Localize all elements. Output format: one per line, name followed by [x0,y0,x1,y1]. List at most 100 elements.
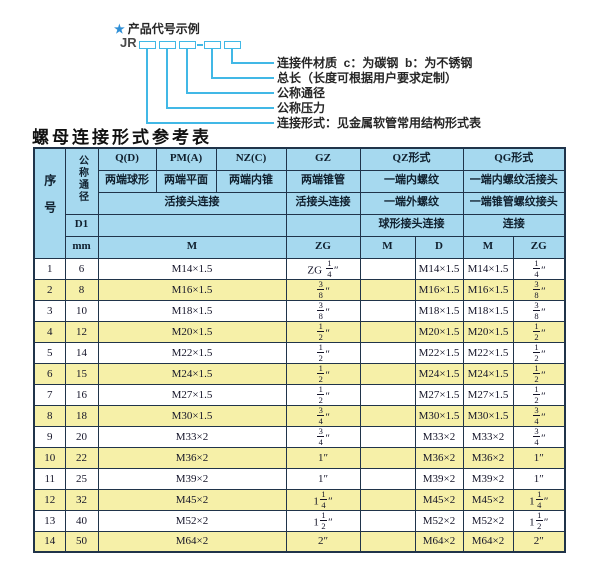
table-row: 12 32 M45×2 1 1 4 ″ M45×2 M45×2 1 1 4 ″ [33,488,566,511]
table-title: 螺母连接形式参考表 [32,128,212,147]
table-row: 9 20 M33×2 3 4 ″ M33×2 M33×2 3 4 ″ [33,425,566,448]
cell-dn: 20 [64,425,99,448]
header-qd: Q(D) [97,147,157,171]
connector-line [146,122,274,124]
cell-seq: 11 [33,467,66,490]
cell-qz-m [359,383,416,406]
cell-qz-d: M30×1.5 [414,404,464,427]
cell-qz-d: M36×2 [414,446,464,469]
table-row: 2 8 M16×1.5 3 8 ″ M16×1.5 M16×1.5 3 8 ″ [33,278,566,301]
cell-qg-m: M20×1.5 [462,320,514,343]
header-blank-gz [285,213,361,237]
cell-m: M22×1.5 [97,341,287,364]
header-d1: D1 [64,213,99,237]
cell-qz-d: M45×2 [414,488,464,511]
cell-qg-m: M18×1.5 [462,299,514,322]
header-qz-desc2: 一端外螺纹 [359,191,464,215]
cell-qz-m [359,320,416,343]
cell-qz-d: M24×1.5 [414,362,464,385]
cell-seq: 13 [33,509,66,532]
table-body: 1 6 M14×1.5 ZG 1 4 ″ M14×1.5 M14×1.5 1 4 ″ 2 8 M16×1.… [33,257,566,553]
cell-qz-m [359,299,416,322]
cell-qz-d: M22×1.5 [414,341,464,364]
cell-qg-zg: 3 4 ″ [512,425,566,448]
code-field-label: 公称压力 [277,101,326,115]
cell-qz-d: M20×1.5 [414,320,464,343]
cell-seq: 8 [33,404,66,427]
cell-m: M45×2 [97,488,287,511]
cell-m: M27×1.5 [97,383,287,406]
cell-qz-m [359,362,416,385]
cell-zg: 1 2 ″ [285,362,361,385]
code-field-label: 连接形式：见金属软管常用结构形式表 [277,116,482,130]
header-gz: GZ [285,147,361,171]
header-m-span: M [97,235,287,259]
table-header: 序号 公称通径 Q(D) PM(A) NZ(C) GZ QZ形式 QG形式 两端… [33,147,566,259]
cell-qz-m [359,425,416,448]
cell-m: M33×2 [97,425,287,448]
cell-qg-m: M45×2 [462,488,514,511]
cell-zg: 1″ [285,446,361,469]
cell-seq: 12 [33,488,66,511]
cell-zg: 1″ [285,467,361,490]
cell-dn: 40 [64,509,99,532]
cell-qg-zg: 3 8 ″ [512,278,566,301]
cell-qz-m [359,257,416,280]
header-dn: 公称通径 [64,147,99,215]
cell-m: M36×2 [97,446,287,469]
cell-seq: 14 [33,530,66,553]
cell-zg: 1 2 ″ [285,383,361,406]
table-row: 4 12 M20×1.5 1 2 ″ M20×1.5 M20×1.5 1 2 ″ [33,320,566,343]
cell-qz-m [359,488,416,511]
cell-qg-zg: 1 1 2 ″ [512,509,566,532]
connector-line [166,107,274,109]
cell-qz-m [359,509,416,532]
cell-dn: 25 [64,467,99,490]
cell-seq: 6 [33,362,66,385]
cell-zg: 3 4 ″ [285,404,361,427]
cell-m: M20×1.5 [97,320,287,343]
cell-qg-m: M27×1.5 [462,383,514,406]
cell-qg-m: M24×1.5 [462,362,514,385]
header-blank-left [97,213,287,237]
cell-zg: 3 8 ″ [285,299,361,322]
connector-line [231,62,274,64]
header-qz: QZ形式 [359,147,464,171]
cell-qg-m: M33×2 [462,425,514,448]
cell-m: M24×1.5 [97,362,287,385]
cell-qg-zg: 2″ [512,530,566,553]
header-gz-conn: 活接头连接 [285,191,361,215]
product-code-prefix: JR [120,35,137,50]
header-qg-desc2: 一端锥管螺纹接头 [462,191,566,215]
table-row: 7 16 M27×1.5 1 2 ″ M27×1.5 M27×1.5 1 2 ″ [33,383,566,406]
cell-seq: 3 [33,299,66,322]
cell-seq: 7 [33,383,66,406]
header-qz-conn: 球形接头连接 [359,213,464,237]
cell-m: M39×2 [97,467,287,490]
cell-dn: 32 [64,488,99,511]
cell-qz-d: M39×2 [414,467,464,490]
header-qg: QG形式 [462,147,566,171]
cell-qg-m: M16×1.5 [462,278,514,301]
header-qg-desc1: 一端内螺纹活接头 [462,169,566,193]
cell-qg-zg: 1 2 ″ [512,383,566,406]
cell-dn: 8 [64,278,99,301]
table-row: 1 6 M14×1.5 ZG 1 4 ″ M14×1.5 M14×1.5 1 4 ″ [33,257,566,280]
cell-m: M52×2 [97,509,287,532]
cell-qg-m: M39×2 [462,467,514,490]
connector-line [166,48,168,109]
cell-dn: 16 [64,383,99,406]
cell-qz-d: M33×2 [414,425,464,448]
cell-seq: 5 [33,341,66,364]
header-union-conn: 活接头连接 [97,191,287,215]
cell-qg-zg: 1 2 ″ [512,341,566,364]
connector-line [211,48,213,79]
cell-seq: 9 [33,425,66,448]
cell-dn: 6 [64,257,99,280]
header-seq: 序号 [33,147,66,259]
cell-m: M16×1.5 [97,278,287,301]
star-icon: ★ [114,22,125,36]
cell-qz-d: M14×1.5 [414,257,464,280]
cell-dn: 50 [64,530,99,553]
connector-line [186,92,274,94]
